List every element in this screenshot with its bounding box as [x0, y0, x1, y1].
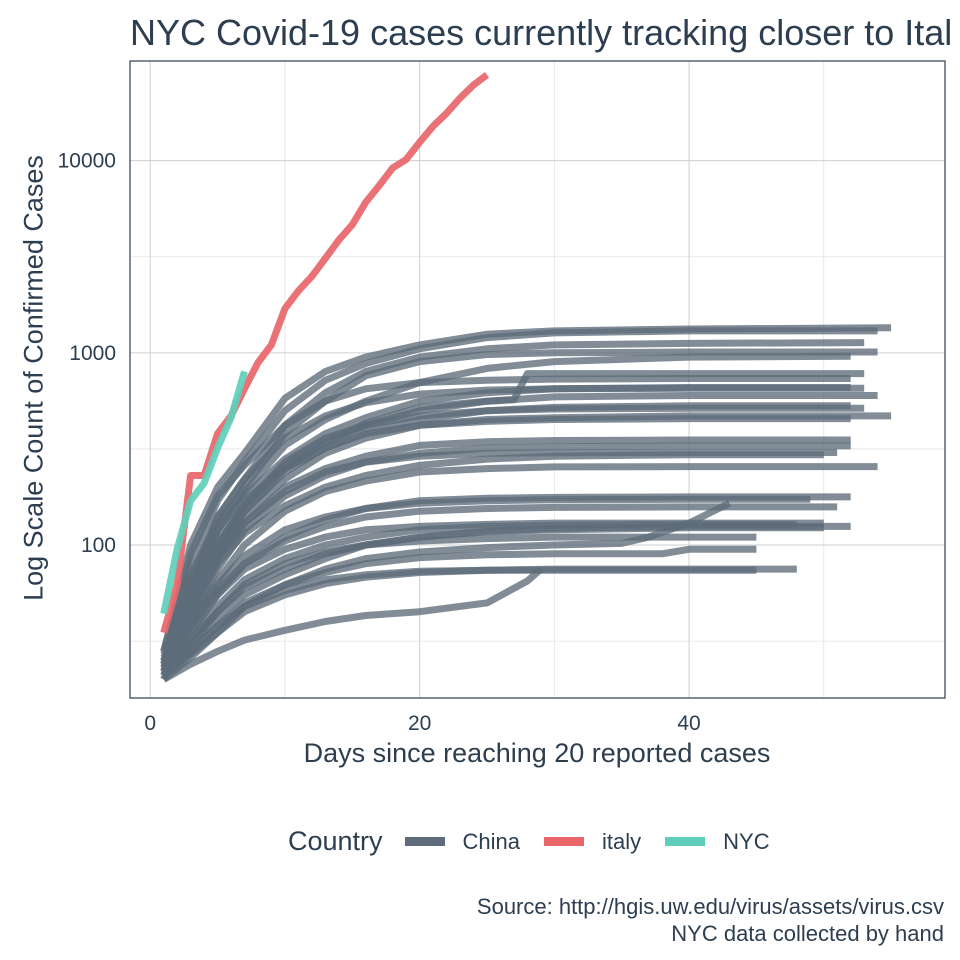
series-line-china-31: [160, 375, 851, 653]
legend-key-china: [404, 837, 445, 846]
y-tick-label-0: 100: [81, 534, 116, 557]
legend-title: Country: [288, 826, 383, 856]
caption: Source: http://hgis.uw.edu/virus/assets/…: [477, 893, 944, 947]
series-line-china-25: [160, 495, 811, 663]
series-line-china-27: [160, 404, 865, 663]
x-tick-label-0: 0: [144, 712, 156, 735]
series-line-china-29: [161, 533, 757, 674]
legend-key-italy: [544, 837, 585, 846]
series-line-china-32: [160, 449, 838, 670]
plot-border: [129, 60, 946, 699]
chart-title: NYC Covid-19 cases currently tracking cl…: [130, 12, 953, 53]
legend-label-nyc: NYC: [723, 828, 770, 854]
legend-label-italy: italy: [602, 828, 642, 854]
series-line-china-33: [161, 566, 757, 678]
y-tick-label-1: 1000: [69, 342, 116, 365]
y-axis-label: Log Scale Count of Confirmed Cases: [18, 155, 49, 601]
x-tick-label-2: 40: [677, 712, 700, 735]
series-line-china-28: [160, 384, 865, 656]
y-tick-label-2: 10000: [58, 150, 116, 173]
x-tick-label-1: 20: [408, 712, 431, 735]
series-line-china-30: [160, 519, 824, 667]
series-line-italy-0: [160, 72, 490, 634]
legend-item-nyc: NYC: [665, 828, 770, 855]
series-line-china-23: [161, 566, 544, 683]
legend-label-china: China: [462, 828, 521, 854]
ticks-layer: 0 20 40 100 1000 10000: [58, 150, 701, 735]
caption-source: Source: http://hgis.uw.edu/virus/assets/…: [476, 894, 944, 919]
legend-item-china: China: [404, 828, 521, 855]
caption-note: NYC data collected by hand: [671, 921, 944, 946]
lines-layer: [160, 72, 892, 683]
legend-key-nyc: [665, 837, 706, 846]
legend-item-italy: italy: [544, 829, 641, 855]
legend: Country China italy NYC: [288, 826, 794, 857]
x-axis-label: Days since reaching 20 reported cases: [303, 738, 771, 768]
series-line-nyc-1: [160, 370, 248, 615]
